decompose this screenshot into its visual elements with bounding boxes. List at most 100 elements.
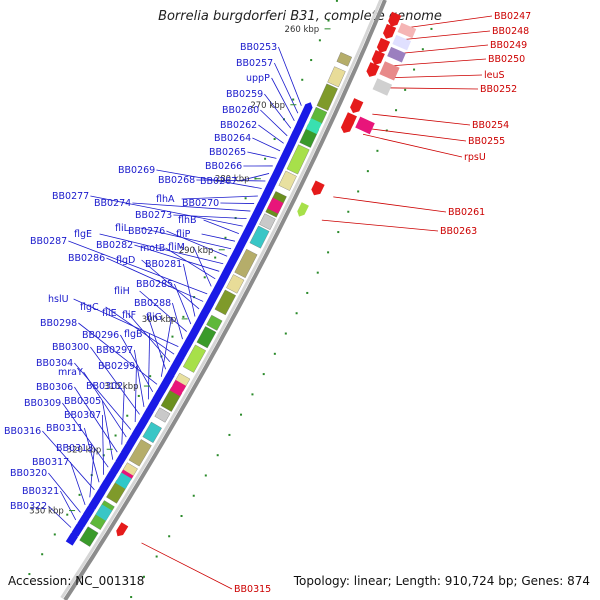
feature-block <box>278 170 297 191</box>
reverse-label-line <box>78 322 158 385</box>
outer-dot <box>430 27 433 30</box>
forward-label-line <box>141 542 233 590</box>
forward-gene-label: BB0247 <box>494 11 531 22</box>
forward-label-line <box>384 87 479 90</box>
inner-dot <box>114 434 117 437</box>
forward-label-line <box>321 219 439 232</box>
forward-gene-label: BB0255 <box>468 136 505 147</box>
reverse-gene-label: BB0266 <box>205 161 242 172</box>
inner-dot <box>224 236 227 239</box>
reverse-label-line <box>278 46 302 106</box>
kbp-tick-label: 300 kbp <box>142 315 177 325</box>
feature-highlight <box>115 472 132 489</box>
forward-arrow <box>350 98 364 113</box>
accession-text: Accession: NC_001318 <box>8 574 145 588</box>
reverse-gene-label: BB0299 <box>98 361 135 372</box>
forward-arrow <box>376 37 391 53</box>
reverse-gene-label: motB <box>140 243 165 254</box>
reverse-gene-label: BB0316 <box>4 426 41 437</box>
inner-dot <box>335 0 338 2</box>
feature-highlight <box>169 379 187 397</box>
outer-dot <box>142 575 145 578</box>
outer-dot <box>395 109 398 112</box>
outer-dot <box>376 149 379 152</box>
reverse-label-line <box>90 195 243 227</box>
reverse-gene-label: fliF <box>122 310 136 321</box>
feature-block <box>182 344 207 373</box>
reverse-label-line <box>134 365 137 422</box>
reverse-label-line <box>166 230 228 257</box>
reverse-gene-label: BB0297 <box>96 345 133 356</box>
feature-block <box>286 144 310 175</box>
feature-highlight <box>305 118 322 135</box>
forward-arrow <box>388 11 402 27</box>
reverse-arrow <box>65 531 78 546</box>
forward-label-line <box>410 15 493 28</box>
forward-gene-label: BB0315 <box>234 584 271 595</box>
reverse-gene-label: BB0317 <box>32 457 69 468</box>
feature-block <box>206 314 223 331</box>
inner-dot <box>102 454 105 457</box>
feature-block <box>316 83 338 111</box>
reverse-gene-label: BB0276 <box>128 226 165 237</box>
feature-block <box>154 407 171 423</box>
reverse-label-line <box>127 312 171 362</box>
reverse-gene-label: BB0300 <box>52 342 89 353</box>
forward-feature <box>379 61 400 81</box>
reverse-label-line <box>89 447 95 498</box>
outer-dot <box>413 68 416 71</box>
inner-dot <box>182 315 185 318</box>
reverse-gene-label: BB0321 <box>22 486 59 497</box>
outer-dot <box>337 231 340 234</box>
outer-dot <box>357 190 360 193</box>
forward-label-line <box>362 133 463 158</box>
forward-gene-label: leuS <box>484 70 505 81</box>
reverse-label-line <box>174 283 192 325</box>
forward-gene-label: BB0250 <box>488 54 525 65</box>
reverse-label-line <box>102 414 105 475</box>
feature-block <box>226 274 245 294</box>
reverse-gene-label: BB0267 <box>200 176 237 187</box>
reverse-gene-label: fliM <box>168 242 185 253</box>
reverse-label-line <box>201 233 236 242</box>
kbp-tick-label: 320 kbp <box>67 445 102 455</box>
inner-dot <box>28 573 31 576</box>
reverse-label-line <box>165 247 216 280</box>
reverse-label-line <box>196 179 266 182</box>
reverse-gene-label: flgD <box>116 255 135 266</box>
reverse-gene-label: flhB <box>178 215 197 226</box>
forward-label-line <box>399 44 489 54</box>
reverse-gene-label: BB0311 <box>46 423 83 434</box>
outer-dot <box>273 352 276 355</box>
reverse-gene-label: BB0320 <box>10 468 47 479</box>
forward-gene-label: BB0263 <box>440 226 477 237</box>
reverse-gene-label: BB0287 <box>30 236 67 247</box>
reverse-gene-label: BB0304 <box>36 358 73 369</box>
reverse-gene-label: BB0296 <box>82 330 119 341</box>
reverse-gene-label: BB0282 <box>96 240 133 251</box>
reverse-gene-label: BB0270 <box>182 198 219 209</box>
inner-dot <box>214 256 217 259</box>
reverse-strand-arrows <box>65 102 313 546</box>
kbp-ticks: 260 kbp 270 kbp 280 kbp 290 kbp 300 kbp 310 k… <box>29 25 331 517</box>
topology-summary: Topology: linear; Length: 910,724 bp; Ge… <box>293 574 590 588</box>
forward-gene-label: BB0248 <box>492 26 529 37</box>
label-lines <box>42 15 493 590</box>
inner-dot <box>273 138 276 141</box>
inner-dot <box>53 533 56 536</box>
kbp-tick-label: 290 kbp <box>179 246 214 256</box>
inner-dot <box>41 553 44 556</box>
reverse-gene-label: BB0257 <box>236 58 273 69</box>
reverse-gene-label: BB0281 <box>145 259 182 270</box>
inner-dot <box>264 157 267 160</box>
outer-dot <box>404 88 407 91</box>
forward-feature <box>387 46 406 63</box>
reverse-label-line <box>147 314 166 370</box>
forward-feature <box>355 116 375 135</box>
reverse-label-line <box>271 77 295 121</box>
reverse-gene-label: BB0274 <box>94 198 131 209</box>
reverse-gene-label: BB0262 <box>220 120 257 131</box>
reverse-gene-label: flgB <box>124 329 143 340</box>
forward-label-line <box>372 113 471 126</box>
reverse-label-line <box>48 505 72 528</box>
